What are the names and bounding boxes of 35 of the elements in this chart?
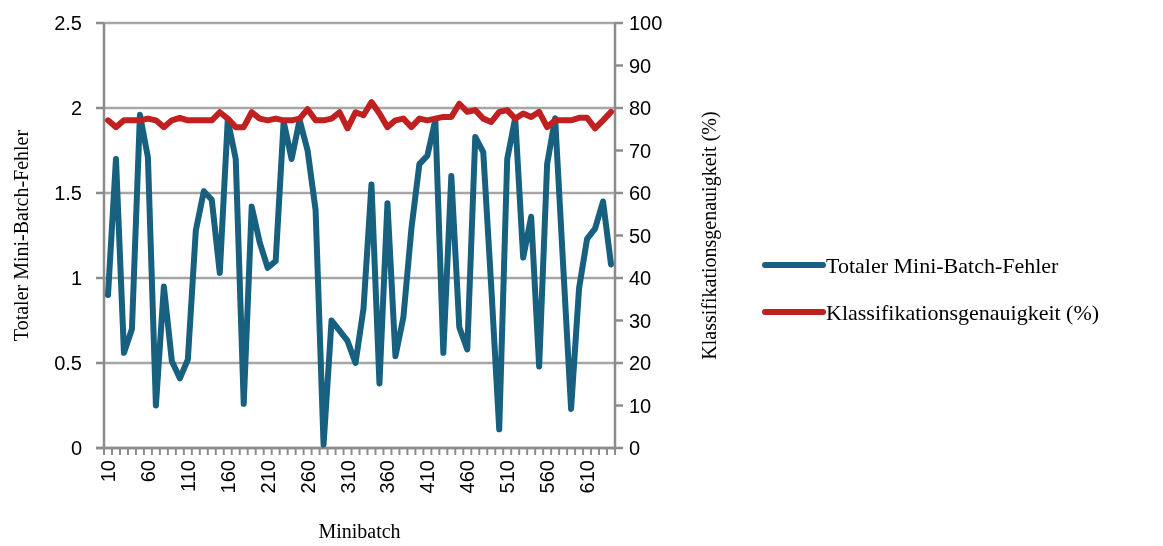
x-tick-label: 510	[496, 460, 519, 494]
y2-tick-label: 100	[629, 12, 663, 34]
y2-tick-label: 30	[629, 309, 652, 332]
y2-tick-label: 40	[629, 267, 652, 289]
y2-tick-label: 10	[629, 394, 652, 417]
x-tick-label: 60	[136, 460, 159, 483]
x-axis-title: Minibatch	[318, 520, 401, 542]
x-tick-label: 210	[256, 460, 279, 494]
x-tick-label: 410	[416, 460, 439, 494]
x-tick-label: 10	[96, 460, 119, 483]
y-tick-label: 2	[70, 97, 82, 119]
y2-tick-label: 80	[629, 97, 652, 119]
legend-label: Klassifikationsgenauigkeit (%)	[826, 299, 1100, 325]
y-tick-label: 0	[70, 437, 82, 459]
y2-tick-label: 50	[629, 224, 652, 247]
y2-axis-title: Klassifikationsgenauigkeit (%)	[698, 111, 721, 360]
y2-tick-label: 0	[629, 437, 641, 459]
y2-tick-label: 20	[629, 352, 652, 374]
y2-tick-label: 60	[629, 182, 652, 204]
x-tick-label: 360	[376, 460, 399, 494]
x-tick-label: 160	[216, 460, 239, 494]
legend-label: Totaler Mini-Batch-Fehler	[826, 252, 1060, 278]
y-tick-label: 1	[70, 267, 82, 289]
y-axis-title: Totaler Mini-Batch-Fehler	[10, 129, 32, 342]
y-tick-label: 0.5	[54, 352, 82, 374]
x-tick-label: 610	[576, 460, 599, 494]
x-tick-label: 260	[296, 460, 319, 494]
y-tick-label: 1.5	[54, 182, 82, 204]
x-tick-label: 560	[536, 460, 559, 494]
x-tick-label: 310	[336, 460, 359, 494]
x-tick-label: 460	[456, 460, 479, 494]
x-tick-label: 110	[176, 460, 199, 492]
y2-tick-label: 70	[629, 139, 652, 162]
y-tick-label: 2.5	[54, 12, 82, 34]
y2-tick-label: 90	[629, 54, 652, 77]
